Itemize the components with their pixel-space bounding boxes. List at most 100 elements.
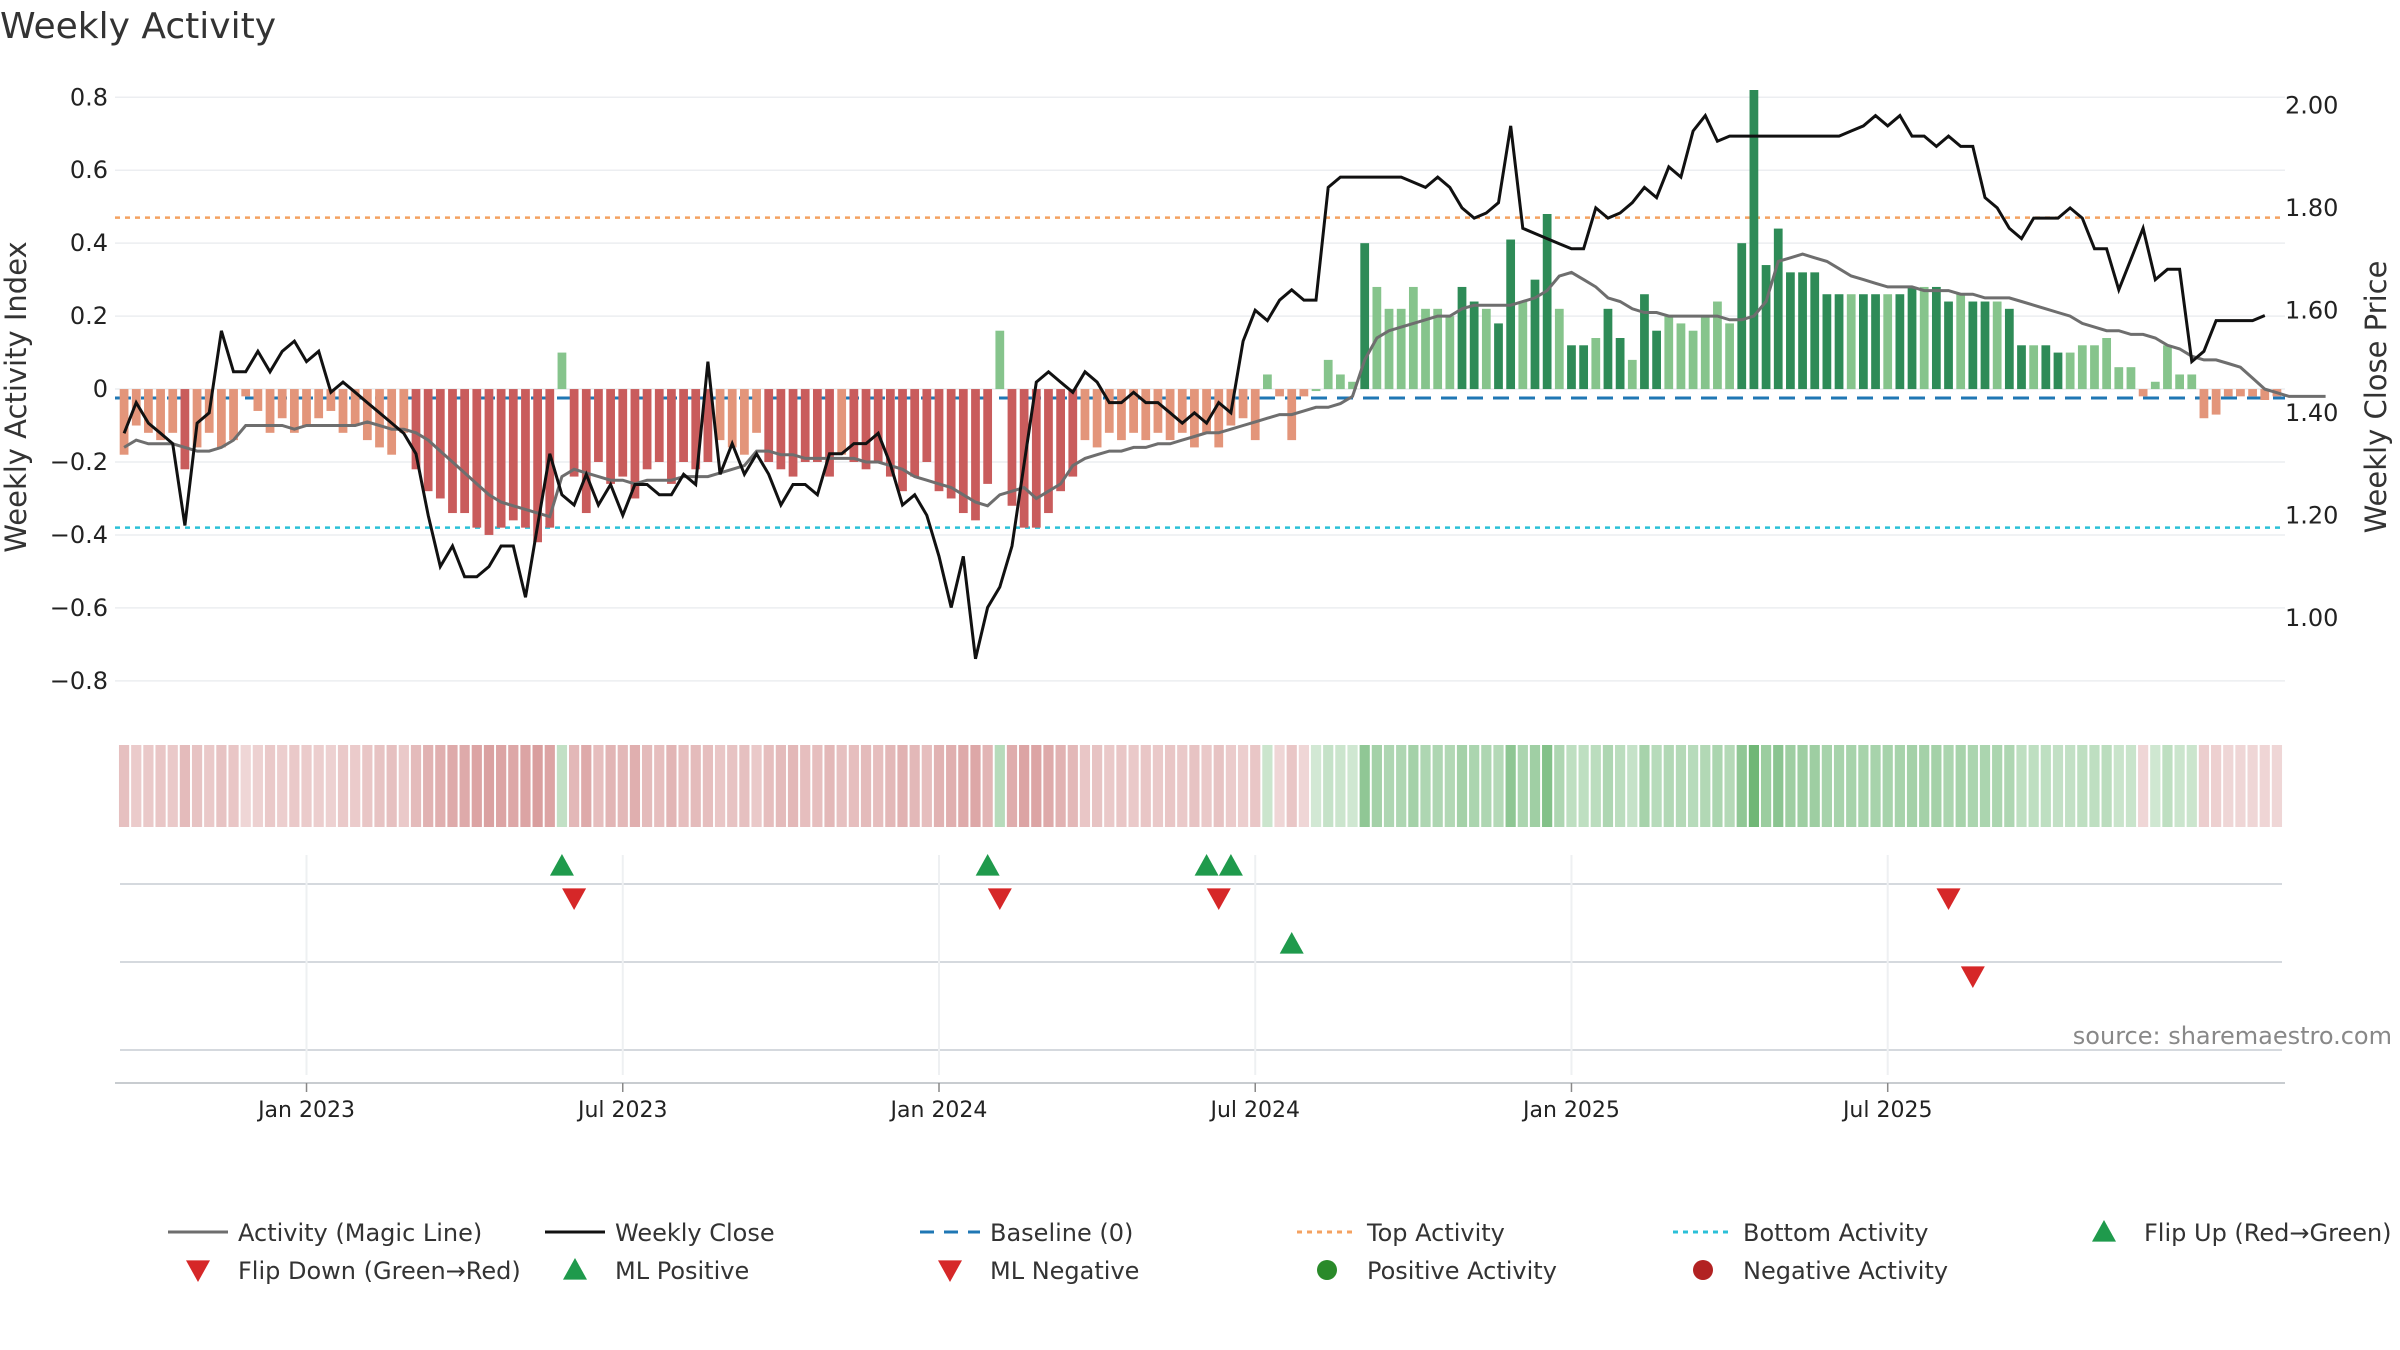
flip-down-marker (562, 888, 587, 910)
heat-cell (617, 745, 628, 827)
legend-label: Baseline (0) (990, 1219, 1133, 1247)
activity-bar (1603, 308, 1613, 390)
heat-cell (1383, 745, 1395, 827)
heat-cell (301, 745, 312, 827)
heat-cell (873, 745, 884, 827)
activity-bar (910, 389, 920, 477)
heat-cell (362, 745, 373, 827)
legend: Activity (Magic Line) Weekly Close Baselin… (168, 1219, 2392, 1285)
heat-cell (1250, 745, 1261, 827)
activity-bar (1117, 389, 1126, 441)
activity-bar (1737, 243, 1747, 390)
activity-bar (1275, 389, 1284, 397)
heat-cell (1687, 745, 1699, 827)
heat-cell (277, 745, 288, 827)
flip-up-marker (975, 854, 1000, 876)
activity-bar (2029, 345, 2039, 390)
heat-cell (1809, 745, 1820, 827)
activity-bar (472, 389, 482, 528)
heat-cell (994, 745, 1005, 827)
heat-cell (423, 745, 434, 827)
heat-cell (690, 745, 701, 827)
heat-cell (2125, 745, 2137, 827)
x-tick-label: Jul 2023 (576, 1098, 668, 1123)
flip-up-marker (1218, 854, 1243, 876)
signal-markers (549, 854, 1985, 988)
heat-cell (812, 745, 823, 827)
heat-cell (167, 745, 178, 827)
activity-bar (934, 389, 944, 492)
heat-cell (1578, 745, 1589, 827)
legend-label: ML Negative (990, 1257, 1139, 1285)
heat-cell (763, 745, 774, 827)
activity-bar (800, 389, 810, 462)
heat-cell (1420, 745, 1431, 827)
activity-bar (1056, 389, 1066, 492)
heat-cell (1554, 745, 1565, 827)
heat-cell (860, 745, 872, 827)
activity-bar (521, 389, 530, 528)
heat-cell (179, 745, 191, 827)
heat-cell (1286, 745, 1297, 827)
left-tick-label: −0.6 (50, 594, 108, 622)
heat-cell (1128, 745, 1139, 827)
heat-cell (264, 745, 276, 827)
left-tick-label: −0.2 (50, 448, 108, 476)
activity-bars (119, 90, 2282, 543)
activity-bar (1859, 294, 1868, 390)
left-tick-label: 0.6 (70, 156, 108, 184)
heat-cell (1590, 745, 1601, 827)
activity-bar (217, 389, 226, 448)
activity-bar (1311, 389, 1321, 392)
heat-cell (1043, 745, 1054, 827)
left-tick-label: 0.4 (70, 229, 108, 257)
ml-negative-marker (1960, 966, 1985, 988)
x-tick-label: Jan 2024 (889, 1098, 988, 1123)
activity-bar (2187, 374, 2197, 390)
heat-cell (1675, 745, 1687, 827)
activity-bar (1834, 294, 1844, 390)
activity-bar (1688, 330, 1698, 390)
heat-cell (1797, 745, 1808, 827)
activity-bar (411, 389, 421, 470)
heat-cell (921, 745, 932, 827)
activity-bar (788, 389, 798, 477)
activity-bar (1335, 374, 1345, 390)
heat-cell (629, 745, 641, 827)
legend-swatch (938, 1260, 962, 1282)
activity-bar (1700, 316, 1710, 390)
heat-cell (2210, 745, 2222, 827)
activity-bar (2223, 389, 2233, 397)
activity-bar (1761, 265, 1771, 390)
activity-bar (1773, 228, 1783, 390)
activity-bar (2175, 374, 2184, 390)
activity-bar (496, 389, 506, 528)
activity-bar (861, 389, 871, 470)
heat-cell (155, 745, 166, 827)
activity-bar (253, 389, 263, 411)
activity-bar (1250, 389, 1260, 441)
activity-bar (1798, 272, 1807, 390)
magic-line (123, 252, 2326, 519)
heat-cell (1067, 745, 1078, 827)
activity-bar (1895, 294, 1905, 390)
activity-bar (1494, 323, 1503, 390)
heat-cell (1773, 745, 1784, 827)
activity-bar (958, 389, 968, 514)
activity-bar (362, 389, 372, 441)
x-tick-label: Jul 2025 (1841, 1098, 1933, 1123)
activity-bar (1749, 90, 1759, 390)
x-tick-label: Jan 2025 (1521, 1098, 1620, 1123)
legend-swatch (563, 1258, 587, 1280)
activity-bar (1068, 389, 1078, 477)
activity-bar (1907, 286, 1917, 390)
heat-cell (909, 745, 920, 827)
activity-bar (946, 389, 956, 499)
activity-bar (1615, 338, 1625, 390)
activity-bar (1506, 239, 1516, 390)
heat-cell (982, 745, 993, 827)
activity-bar (1007, 389, 1017, 506)
activity-bar (1129, 389, 1138, 433)
heat-cell (2113, 745, 2124, 827)
